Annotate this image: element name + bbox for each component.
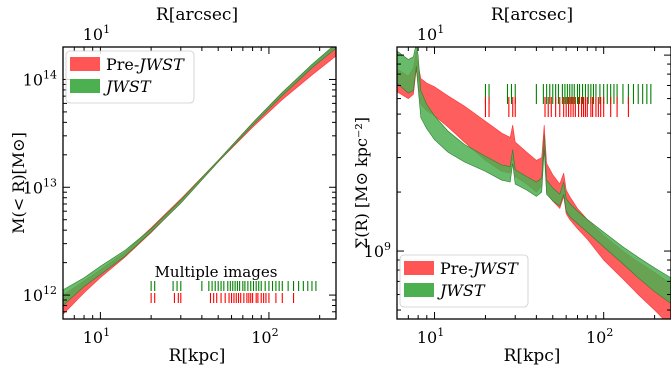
legend-jwst-label: JWST (103, 77, 152, 96)
x-tick-label: 102 (586, 326, 613, 347)
y-tick-label: 1014 (23, 68, 57, 89)
legend-pre-jwst-swatch (404, 261, 434, 275)
right-multiple-image-markers (484, 84, 652, 117)
left-multiple-image-markers (150, 281, 317, 303)
y-tick-label: 1013 (23, 176, 57, 197)
legend-pre-jwst-label: Pre-JWST (440, 259, 519, 278)
x-tick-label: 101 (417, 326, 444, 347)
legend-jwst-swatch (404, 283, 434, 297)
mass-profile-panel: R[arcsec] 101 Multiple images 101 102 1012… (9, 5, 337, 366)
left-plot-frame (62, 46, 337, 320)
jwst-band-left (63, 47, 336, 306)
right-y-axis-label: Σ(R) [M⊙ kpc⁻²] (352, 117, 371, 249)
right-legend: Pre-JWST JWST (399, 254, 529, 308)
legend-pre-jwst-swatch (70, 57, 100, 71)
right-plot-frame (396, 46, 671, 320)
jwst-band-right (397, 47, 671, 304)
left-series-layer (63, 47, 336, 315)
legend-jwst-swatch (70, 79, 100, 93)
right-series-layer (397, 47, 671, 319)
y-tick-label: 109 (364, 240, 391, 261)
left-top-axis-label: R[arcsec] (156, 5, 238, 25)
x-tick-label: 101 (83, 326, 110, 347)
surface-density-panel: R[arcsec] 101 101 102 109 Pre-JWST JWST R[k… (352, 5, 671, 366)
x-tick-label: 102 (251, 326, 278, 347)
legend-pre-jwst-label: Pre-JWST (106, 55, 185, 74)
left-x-axis-label: R[kpc] (169, 346, 226, 366)
right-top-tick-labels: 101 (417, 23, 444, 44)
top-tick-label: 101 (417, 23, 444, 44)
legend-jwst-label: JWST (437, 281, 486, 300)
multiple-images-annotation: Multiple images (155, 263, 278, 281)
left-top-tick-labels: 101 (83, 23, 110, 44)
left-y-axis-label: M(< R)[M⊙] (9, 132, 28, 234)
right-top-axis-label: R[arcsec] (491, 5, 573, 25)
y-tick-label: 1012 (23, 284, 57, 305)
top-tick-label: 101 (83, 23, 110, 44)
left-legend: Pre-JWST JWST (65, 50, 195, 104)
right-x-axis-label: R[kpc] (504, 346, 561, 366)
right-axis-ticks: 101 102 109 (364, 47, 671, 347)
